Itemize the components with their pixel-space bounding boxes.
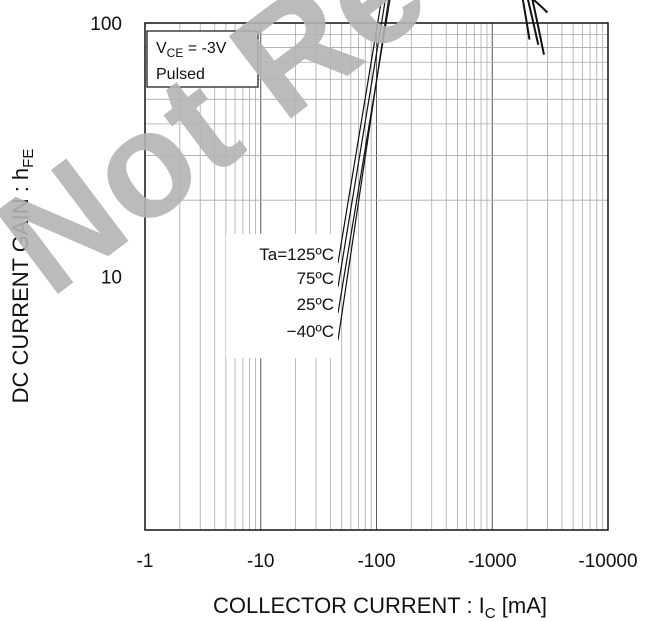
series-labels: Ta=125ºC 75ºC 25ºC −40ºC [259,245,334,341]
label-leader-lines [337,0,391,341]
legend-box [146,30,259,88]
series-label-3: 25ºC [297,295,334,314]
y-axis-title: DC CURRENT GAIN : hFE [8,149,37,404]
series-label-panel [226,234,338,358]
x-tick-label: -1 [137,551,154,572]
y-tick-label: 10 [101,268,122,289]
legend-pulsed: Pulsed [156,66,205,83]
legend-vce: VCE = -3V [156,40,227,60]
x-tick-label: -1000 [468,551,517,572]
plot-frame [144,22,609,531]
leader-line-2 [337,0,386,288]
x-axis-title: COLLECTOR CURRENT : IC [mA] [213,593,547,621]
series-label-1: Ta=125ºC [259,245,334,264]
y-tick-label: 100 [90,14,122,35]
y-tick-labels: 101001000 [90,14,122,289]
grid [145,22,608,530]
series-label-2: 75ºC [297,269,334,288]
leader-line-4 [337,0,390,341]
x-tick-label: -10000 [578,551,637,572]
x-tick-label: -100 [357,551,395,572]
x-tick-labels: -1 -10 -100 -1000 -10000 [137,551,638,572]
series-label-4: −40ºC [287,322,334,341]
leader-line-1 [337,0,383,264]
x-tick-label: -10 [247,551,274,572]
